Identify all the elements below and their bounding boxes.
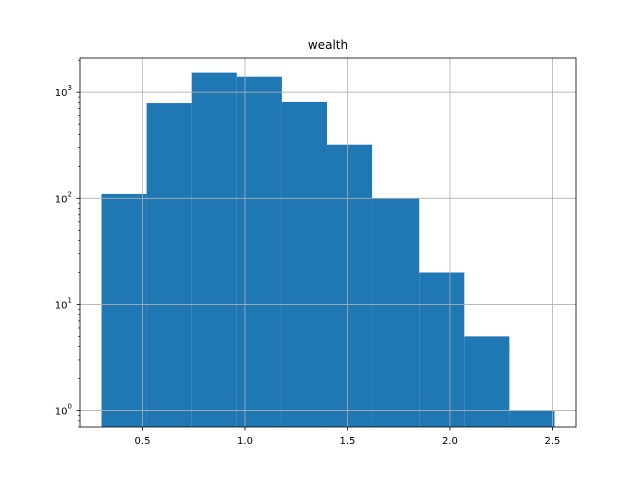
bars-group: [101, 72, 555, 428]
histogram-bar-7: [372, 198, 420, 427]
axes-group: 0.5 1.0 1.5 2.0 2.5 100 101 102 103: [55, 57, 577, 447]
histogram-bar-2: [146, 103, 192, 427]
histogram-bar-6: [326, 144, 373, 428]
grid-group: [80, 58, 576, 427]
y-tick-label-1: 100: [55, 403, 72, 418]
x-tick-label-5: 2.5: [544, 436, 560, 447]
histogram-bar-10: [509, 410, 555, 427]
y-tick-label-3: 102: [55, 190, 72, 205]
histogram-bar-3: [191, 72, 237, 427]
histogram-bar-1: [101, 193, 147, 427]
y-tick-label-2: 101: [55, 296, 72, 311]
plot-frame: [79, 57, 577, 428]
histogram-bar-8: [419, 272, 465, 427]
x-tick-label-3: 1.5: [340, 436, 356, 447]
histogram-bar-9: [464, 336, 510, 427]
histogram-bar-5: [281, 101, 327, 427]
histogram-bar-4: [236, 76, 282, 428]
x-tick-label-2: 1.0: [237, 436, 253, 447]
x-tick-label-1: 0.5: [135, 436, 151, 447]
chart-title: wealth: [308, 38, 348, 52]
y-tick-label-4: 103: [55, 84, 72, 99]
x-tick-label-4: 2.0: [442, 436, 458, 447]
